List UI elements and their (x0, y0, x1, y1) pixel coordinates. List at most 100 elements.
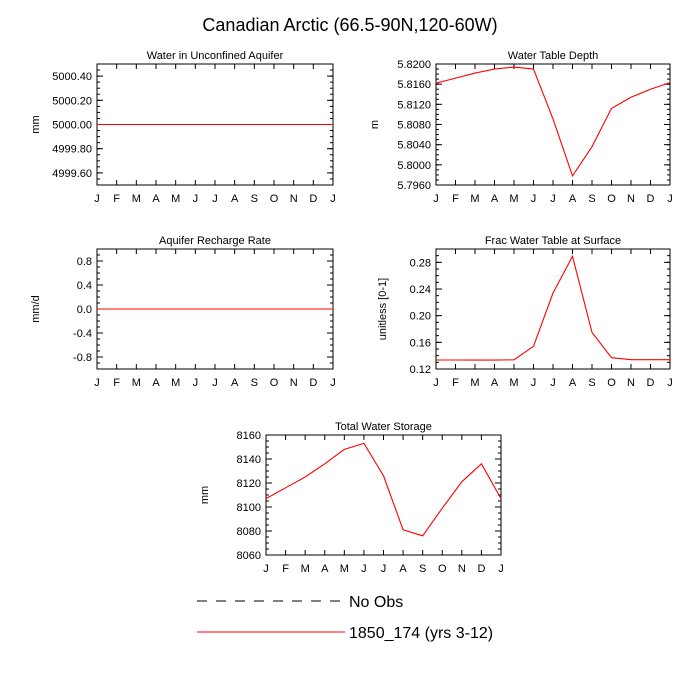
series-line (436, 254, 670, 361)
y-tick-label: 8160 (237, 430, 261, 442)
y-tick-label: 5.8000 (397, 160, 431, 172)
x-tick-label: J (550, 193, 556, 205)
legend-label-model: 1850_174 (yrs 3-12) (349, 625, 493, 642)
legend: No Obs 1850_174 (yrs 3-12) (197, 594, 493, 642)
x-tick-label: A (231, 193, 239, 205)
x-tick-label: M (470, 193, 479, 205)
x-tick-label: M (340, 563, 349, 575)
x-tick-label: F (113, 377, 120, 389)
legend-label-no-obs: No Obs (349, 594, 403, 611)
plot-frame (265, 434, 502, 556)
chart-panel: Frac Water Table at Surface unitless [0-1… (377, 235, 673, 389)
y-tick-label: 8080 (237, 526, 261, 538)
chart-title: Aquifer Recharge Rate (159, 235, 271, 247)
x-tick-label: M (171, 377, 180, 389)
x-tick-label: J (193, 377, 199, 389)
x-tick-label: S (419, 563, 426, 575)
x-tick-label: J (550, 377, 556, 389)
y-tick-label: 5000.40 (52, 71, 92, 83)
y-tick-label: 0.20 (410, 311, 431, 323)
chart-title: Total Water Storage (335, 421, 432, 433)
y-tick-label: 4999.80 (52, 144, 92, 156)
x-tick-label: O (438, 563, 447, 575)
x-tick-label: O (607, 193, 616, 205)
y-tick-label: -0.4 (73, 328, 92, 340)
x-tick-label: N (290, 377, 298, 389)
y-tick-label: 0.4 (77, 280, 92, 292)
y-tick-label: 4999.60 (52, 168, 92, 180)
x-tick-label: N (290, 193, 298, 205)
x-tick-label: J (531, 193, 537, 205)
x-tick-label: S (251, 377, 258, 389)
x-tick-label: S (251, 193, 258, 205)
x-tick-label: S (588, 377, 595, 389)
x-tick-label: J (263, 563, 269, 575)
x-tick-label: J (212, 193, 218, 205)
x-tick-label: D (647, 377, 655, 389)
x-tick-label: J (212, 377, 218, 389)
x-tick-label: A (321, 563, 329, 575)
x-tick-label: M (509, 193, 518, 205)
x-tick-label: O (607, 377, 616, 389)
x-tick-label: A (491, 377, 499, 389)
x-tick-label: F (452, 377, 459, 389)
y-axis-label: mm (199, 486, 211, 504)
y-axis-label: mm (30, 115, 42, 133)
x-tick-label: J (94, 377, 100, 389)
x-tick-label: J (330, 377, 336, 389)
x-tick-label: M (509, 377, 518, 389)
x-tick-label: J (94, 193, 100, 205)
x-tick-label: A (152, 377, 160, 389)
y-tick-label: 5000.20 (52, 95, 92, 107)
x-tick-label: O (270, 193, 279, 205)
x-tick-label: M (470, 377, 479, 389)
x-tick-label: J (531, 377, 537, 389)
series-line (435, 66, 671, 178)
y-tick-label: 0.24 (410, 284, 431, 296)
y-tick-label: 0.0 (77, 304, 92, 316)
x-tick-label: J (433, 193, 439, 205)
y-tick-label: 5.7960 (397, 180, 431, 192)
x-tick-label: D (309, 193, 317, 205)
x-tick-label: J (667, 377, 673, 389)
x-tick-label: M (301, 563, 310, 575)
x-tick-label: J (498, 563, 504, 575)
y-tick-label: 8060 (237, 550, 261, 562)
y-tick-label: 5000.00 (52, 120, 92, 132)
figure-title: Canadian Arctic (66.5-90N,120-60W) (202, 15, 497, 35)
chart-title: Frac Water Table at Surface (485, 235, 621, 247)
x-tick-label: J (330, 193, 336, 205)
x-tick-label: F (452, 193, 459, 205)
series-line (265, 442, 502, 537)
x-tick-label: A (569, 377, 577, 389)
y-axis-label: mm/d (30, 295, 42, 323)
x-tick-label: A (491, 193, 499, 205)
y-tick-label: 0.12 (410, 364, 431, 376)
y-tick-label: 5.8120 (397, 99, 431, 111)
x-tick-label: J (381, 563, 387, 575)
plot-frame (435, 63, 671, 186)
y-tick-label: 5.8080 (397, 120, 431, 132)
x-tick-label: S (588, 193, 595, 205)
chart-title: Water in Unconfined Aquifer (147, 50, 284, 62)
y-tick-label: 0.16 (410, 337, 431, 349)
y-tick-label: -0.8 (73, 352, 92, 364)
y-tick-label: 8100 (237, 502, 261, 514)
y-tick-label: 8140 (237, 454, 261, 466)
x-tick-label: F (282, 563, 289, 575)
x-tick-label: N (627, 377, 635, 389)
x-tick-label: M (132, 377, 141, 389)
y-tick-label: 0.8 (77, 256, 92, 268)
y-tick-label: 5.8160 (397, 79, 431, 91)
x-tick-label: J (433, 377, 439, 389)
x-tick-label: O (270, 377, 279, 389)
x-tick-label: M (171, 193, 180, 205)
x-tick-label: J (193, 193, 199, 205)
x-tick-label: A (569, 193, 577, 205)
y-tick-label: 8120 (237, 478, 261, 490)
x-tick-label: D (309, 377, 317, 389)
